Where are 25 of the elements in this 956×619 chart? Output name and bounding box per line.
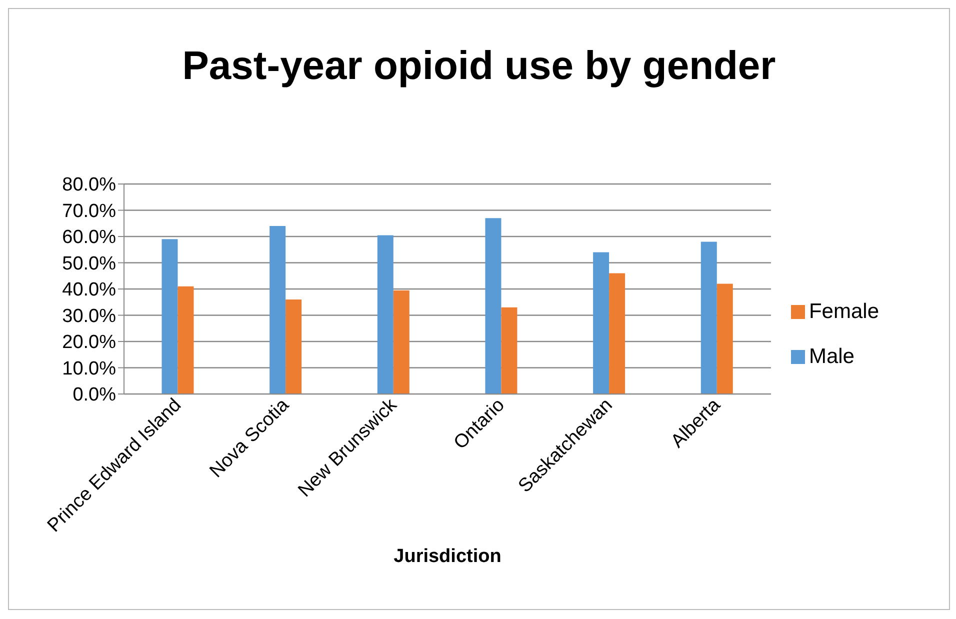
legend-label: Female [808, 300, 879, 323]
bar [286, 300, 302, 394]
bar [485, 218, 502, 394]
bar [270, 226, 286, 394]
y-tick-label: 20.0% [62, 332, 116, 354]
y-tick-label: 10.0% [62, 358, 116, 380]
bar [609, 273, 626, 394]
bar [700, 242, 717, 394]
bar [716, 284, 733, 394]
y-tick-label: 50.0% [62, 253, 116, 274]
bar [377, 235, 394, 394]
bar [393, 290, 410, 394]
y-tick-label: 40.0% [62, 280, 116, 301]
y-tick-label: 60.0% [62, 227, 116, 248]
y-tick-label: 0.0% [72, 384, 116, 406]
legend-label: Male [808, 345, 854, 368]
bar [593, 252, 610, 394]
y-tick-label: 80.0% [62, 174, 116, 196]
chart-title: Past-year opioid use by gender [181, 44, 777, 90]
x-axis-title: Jurisdiction [394, 546, 502, 567]
bar [501, 307, 518, 394]
bar [178, 286, 194, 394]
y-tick-label: 70.0% [62, 200, 116, 222]
bar [162, 239, 178, 394]
y-tick-label: 30.0% [62, 306, 116, 327]
